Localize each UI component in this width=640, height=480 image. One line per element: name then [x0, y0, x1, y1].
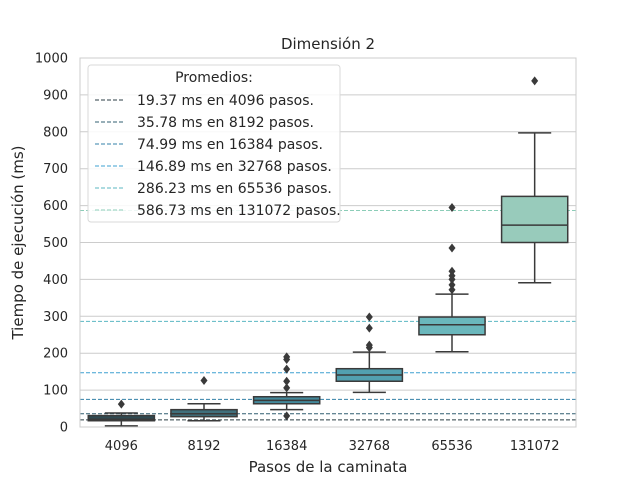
legend: Promedios: 19.37 ms en 4096 pasos. 35.78 …: [87, 64, 341, 223]
outlier-point: [365, 323, 373, 333]
y-tick-label: 700: [43, 162, 68, 177]
legend-label: 146.89 ms en 32768 pasos.: [137, 159, 332, 175]
x-axis-title: Pasos de la caminata: [249, 458, 408, 476]
legend-item: 74.99 ms en 16384 pasos.: [95, 137, 323, 153]
y-tick-label: 500: [43, 236, 68, 251]
y-tick-labels: 0 100 200 300 400 500 600 700 800 900 1000: [35, 52, 68, 436]
box-iqr: [418, 316, 486, 336]
outlier-point: [365, 312, 373, 322]
legend-label: 35.78 ms en 8192 pasos.: [137, 115, 314, 131]
legend-item: 19.37 ms en 4096 pasos.: [95, 93, 314, 109]
box-4096: [87, 399, 156, 427]
x-tick-label: 16384: [266, 439, 307, 454]
y-tick-label: 300: [43, 310, 68, 325]
y-axis-title: Tiempo de ejecución (ms): [9, 145, 27, 340]
box-8192: [170, 376, 238, 422]
outlier-point: [283, 376, 291, 386]
x-tick-label: 8192: [187, 439, 220, 454]
y-tick-label: 100: [43, 384, 68, 399]
outlier-point: [117, 399, 125, 409]
chart-title: Dimensión 2: [281, 35, 375, 53]
x-tick-label: 32768: [349, 439, 390, 454]
legend-label: 286.23 ms en 65536 pasos.: [137, 181, 332, 197]
box-131072: [500, 76, 569, 284]
outlier-point: [448, 285, 456, 295]
legend-item: 146.89 ms en 32768 pasos.: [95, 159, 332, 175]
legend-item: 35.78 ms en 8192 pasos.: [95, 115, 314, 131]
y-tick-label: 600: [43, 199, 68, 214]
outlier-point: [448, 202, 456, 212]
y-tick-label: 400: [43, 273, 68, 288]
legend-entries: 19.37 ms en 4096 pasos. 35.78 ms en 8192 …: [95, 93, 341, 219]
legend-label: 19.37 ms en 4096 pasos.: [137, 93, 314, 109]
outlier-point: [283, 411, 291, 421]
box-16384: [252, 352, 321, 421]
y-tick-label: 200: [43, 347, 68, 362]
y-tick-label: 1000: [35, 52, 68, 67]
outlier-point: [365, 340, 373, 350]
x-tick-labels: 4096 8192 16384 32768 65536 131072: [105, 439, 560, 454]
outlier-point: [448, 243, 456, 253]
outlier-point: [283, 383, 291, 393]
outlier-point: [200, 376, 208, 386]
outlier-point: [283, 352, 291, 362]
legend-item: 586.73 ms en 131072 pasos.: [95, 203, 341, 219]
outlier-point: [531, 76, 539, 86]
box-32768: [335, 312, 404, 394]
x-tick-label: 65536: [431, 439, 472, 454]
outlier-point: [448, 280, 456, 290]
legend-label: 586.73 ms en 131072 pasos.: [137, 203, 341, 219]
plot-frame: [79, 57, 577, 428]
x-tick-label: 4096: [105, 439, 138, 454]
y-tick-label: 800: [43, 125, 68, 140]
box-iqr: [87, 414, 156, 422]
boxes: [87, 76, 569, 427]
box-65536: [418, 202, 486, 353]
outlier-point: [448, 266, 456, 276]
outlier-point: [283, 364, 291, 374]
y-tick-label: 900: [43, 88, 68, 103]
x-tick-label: 131072: [510, 439, 560, 454]
legend-item: 286.23 ms en 65536 pasos.: [95, 181, 332, 197]
legend-box: [87, 64, 341, 223]
y-tick-label: 0: [60, 421, 68, 436]
box-iqr: [500, 195, 569, 244]
legend-title: Promedios:: [175, 70, 253, 86]
legend-label: 74.99 ms en 16384 pasos.: [137, 137, 323, 153]
